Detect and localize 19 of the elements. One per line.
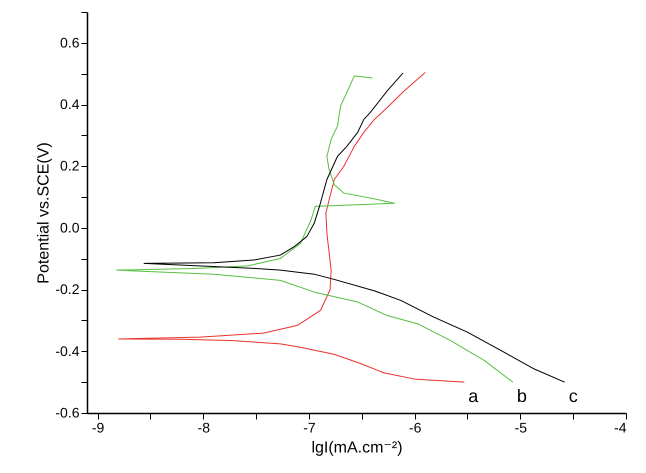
series-label: a: [468, 386, 480, 406]
x-tick-label: -6: [408, 420, 422, 436]
series-label: b: [516, 386, 527, 406]
y-tick-label: -0.2: [55, 281, 80, 298]
y-tick-label: -0.4: [55, 342, 80, 359]
x-tick-label: -7: [303, 420, 316, 436]
y-tick-label: 0.0: [60, 219, 80, 236]
y-tick-label: 0.2: [60, 158, 80, 174]
y-tick-label: 0.6: [60, 34, 80, 50]
y-tick-label: 0.4: [60, 96, 80, 112]
x-tick-label: -5: [514, 420, 528, 436]
x-tick-label: -4: [614, 420, 627, 436]
y-tick-label: -0.6: [55, 404, 80, 420]
y-axis-title: Potential vs.SCE(V): [35, 142, 52, 284]
x-tick-label: -8: [198, 420, 210, 436]
line-series: [144, 72, 566, 383]
x-axis-title: lgI(mA.cm⁻²): [311, 440, 403, 456]
series-label: c: [568, 386, 578, 406]
x-tick-label: -9: [92, 420, 105, 436]
